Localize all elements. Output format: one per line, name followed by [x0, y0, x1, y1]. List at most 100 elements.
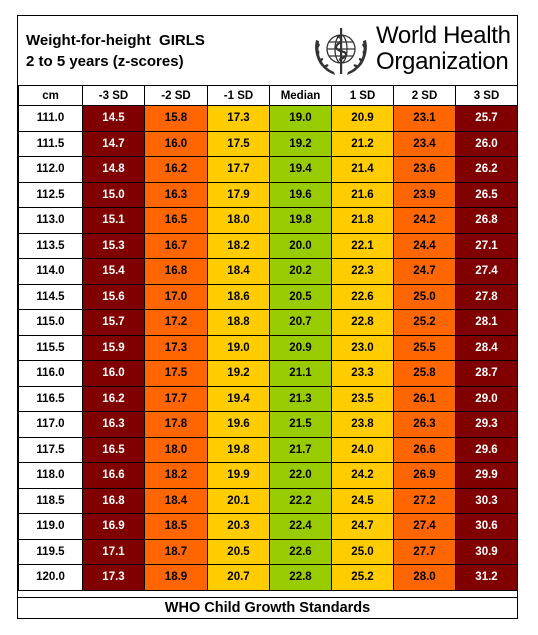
cell-minus-3-sd: 15.0 [82, 181, 145, 208]
cell-minus-1-sd: 19.4 [207, 385, 270, 412]
cell-plus-1-sd: 22.1 [331, 232, 394, 259]
table-row: 117.5 16.5 18.0 19.8 21.7 24.0 26.6 29.6 [18, 436, 518, 463]
cell-minus-2-sd: 18.0 [144, 436, 208, 463]
cell-minus-3-sd: 15.1 [82, 207, 145, 234]
cell-minus-3-sd: 16.2 [82, 385, 145, 412]
cell-plus-3-sd: 30.9 [455, 538, 518, 565]
cell-median: 20.2 [269, 258, 332, 285]
cell-height-cm: 117.0 [18, 411, 83, 438]
footer-caption: WHO Child Growth Standards [18, 597, 517, 618]
cell-minus-2-sd: 17.5 [144, 360, 208, 387]
table-row: 113.0 15.1 16.5 18.0 19.8 21.8 24.2 26.8 [18, 207, 518, 234]
cell-height-cm: 118.5 [18, 487, 83, 514]
cell-minus-1-sd: 20.1 [207, 487, 270, 514]
column-header-minus-3-sd: -3 SD [82, 85, 145, 106]
cell-median: 20.0 [269, 232, 332, 259]
cell-median: 21.7 [269, 436, 332, 463]
cell-minus-3-sd: 16.3 [82, 411, 145, 438]
cell-minus-3-sd: 16.6 [82, 462, 145, 489]
cell-plus-3-sd: 29.0 [455, 385, 518, 412]
table-row: 113.5 15.3 16.7 18.2 20.0 22.1 24.4 27.1 [18, 232, 518, 259]
cell-minus-1-sd: 19.6 [207, 411, 270, 438]
table-body: 111.0 14.5 15.8 17.3 19.0 20.9 23.1 25.7 111.5 14… [18, 105, 518, 591]
cell-minus-3-sd: 15.4 [82, 258, 145, 285]
cell-plus-2-sd: 24.4 [393, 232, 456, 259]
cell-plus-2-sd: 25.5 [393, 334, 456, 361]
cell-median: 21.1 [269, 360, 332, 387]
cell-median: 19.0 [269, 105, 332, 132]
cell-plus-1-sd: 22.8 [331, 309, 394, 336]
cell-minus-2-sd: 17.8 [144, 411, 208, 438]
cell-minus-1-sd: 20.3 [207, 513, 270, 540]
cell-median: 19.4 [269, 156, 332, 183]
cell-plus-2-sd: 27.7 [393, 538, 456, 565]
cell-height-cm: 112.5 [18, 181, 83, 208]
cell-median: 21.5 [269, 411, 332, 438]
cell-minus-2-sd: 18.4 [144, 487, 208, 514]
cell-minus-2-sd: 17.2 [144, 309, 208, 336]
column-header-plus-2-sd: 2 SD [393, 85, 456, 106]
cell-minus-1-sd: 17.9 [207, 181, 270, 208]
cell-plus-2-sd: 24.2 [393, 207, 456, 234]
cell-minus-2-sd: 17.7 [144, 385, 208, 412]
cell-height-cm: 120.0 [18, 564, 83, 591]
cell-median: 22.6 [269, 538, 332, 565]
cell-height-cm: 115.5 [18, 334, 83, 361]
cell-median: 22.2 [269, 487, 332, 514]
column-header-median: Median [269, 85, 332, 106]
cell-plus-1-sd: 23.0 [331, 334, 394, 361]
cell-minus-2-sd: 16.0 [144, 130, 208, 157]
cell-minus-1-sd: 19.8 [207, 436, 270, 463]
cell-plus-1-sd: 21.6 [331, 181, 394, 208]
cell-plus-3-sd: 28.4 [455, 334, 518, 361]
cell-minus-2-sd: 16.8 [144, 258, 208, 285]
org-name-line-2: Organization [376, 48, 509, 75]
cell-median: 20.9 [269, 334, 332, 361]
cell-plus-3-sd: 25.7 [455, 105, 518, 132]
cell-plus-2-sd: 26.1 [393, 385, 456, 412]
cell-minus-1-sd: 18.2 [207, 232, 270, 259]
table-row: 116.0 16.0 17.5 19.2 21.1 23.3 25.8 28.7 [18, 360, 518, 387]
cell-plus-2-sd: 26.9 [393, 462, 456, 489]
cell-height-cm: 115.0 [18, 309, 83, 336]
cell-plus-3-sd: 29.3 [455, 411, 518, 438]
cell-plus-1-sd: 21.8 [331, 207, 394, 234]
cell-plus-2-sd: 23.9 [393, 181, 456, 208]
cell-plus-2-sd: 27.2 [393, 487, 456, 514]
cell-plus-2-sd: 26.6 [393, 436, 456, 463]
cell-height-cm: 118.0 [18, 462, 83, 489]
cell-height-cm: 111.0 [18, 105, 83, 132]
cell-minus-2-sd: 16.2 [144, 156, 208, 183]
organization-name: World Health Organization [376, 23, 518, 75]
table-row: 112.5 15.0 16.3 17.9 19.6 21.6 23.9 26.5 [18, 181, 518, 208]
cell-height-cm: 117.5 [18, 436, 83, 463]
cell-height-cm: 112.0 [18, 156, 83, 183]
cell-plus-2-sd: 24.7 [393, 258, 456, 285]
cell-minus-1-sd: 17.3 [207, 105, 270, 132]
cell-plus-1-sd: 22.3 [331, 258, 394, 285]
cell-plus-2-sd: 25.0 [393, 283, 456, 310]
cell-height-cm: 111.5 [18, 130, 83, 157]
cell-minus-3-sd: 16.5 [82, 436, 145, 463]
cell-minus-2-sd: 16.3 [144, 181, 208, 208]
table-row: 119.5 17.1 18.7 20.5 22.6 25.0 27.7 30.9 [18, 538, 518, 565]
cell-plus-3-sd: 30.3 [455, 487, 518, 514]
cell-minus-2-sd: 18.7 [144, 538, 208, 565]
cell-plus-3-sd: 29.9 [455, 462, 518, 489]
cell-plus-3-sd: 26.5 [455, 181, 518, 208]
cell-plus-3-sd: 29.6 [455, 436, 518, 463]
cell-median: 22.8 [269, 564, 332, 591]
who-emblem-icon [315, 28, 367, 75]
growth-chart-sheet: Weight-for-height GIRLS 2 to 5 years (z-… [17, 15, 518, 619]
cell-median: 20.7 [269, 309, 332, 336]
cell-plus-3-sd: 31.2 [455, 564, 518, 591]
cell-minus-2-sd: 18.5 [144, 513, 208, 540]
column-header-cm: cm [18, 85, 83, 106]
cell-minus-1-sd: 19.9 [207, 462, 270, 489]
cell-plus-1-sd: 21.2 [331, 130, 394, 157]
cell-plus-3-sd: 27.8 [455, 283, 518, 310]
cell-minus-1-sd: 18.0 [207, 207, 270, 234]
cell-minus-2-sd: 16.5 [144, 207, 208, 234]
weight-for-height-table: cm -3 SD -2 SD -1 SD Median 1 SD 2 SD 3 … [18, 85, 518, 591]
cell-minus-3-sd: 14.8 [82, 156, 145, 183]
